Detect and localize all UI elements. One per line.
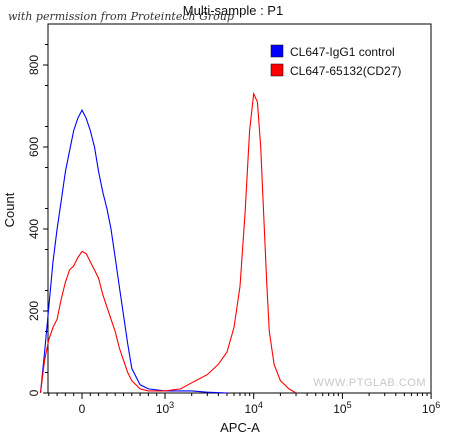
y-tick-label: 600: [27, 137, 41, 157]
legend-label-igg1-control: CL647-IgG1 control: [290, 45, 395, 59]
x-tick-label: 103: [156, 400, 174, 416]
y-axis-label: Count: [2, 192, 17, 227]
x-axis-label: APC-A: [220, 420, 260, 435]
plot-frame: [47, 23, 432, 394]
y-tick-label: 800: [27, 55, 41, 75]
legend: CL647-IgG1 control CL647-65132(CD27): [270, 44, 401, 78]
x-tick-label: 106: [422, 400, 440, 416]
watermark-top: with permission from Proteintech Group: [8, 10, 234, 23]
chart-title: Multi-sample : P1: [183, 3, 283, 18]
y-tick-label: 0: [27, 389, 41, 396]
y-tick-label: 400: [27, 219, 41, 239]
x-axis: 0 103 104 105 106: [48, 393, 440, 416]
series-layer: [39, 91, 297, 394]
series-line-cl647-igg1-control: [39, 108, 228, 394]
x-tick-label: 0: [79, 402, 86, 416]
y-axis: 0 200 400 600 800: [27, 44, 48, 396]
watermark-bottom: WWW.PTGLAB.COM: [313, 377, 426, 389]
x-tick-label: 105: [333, 400, 351, 416]
legend-swatch-igg1-control: [270, 44, 284, 58]
x-tick-label: 104: [245, 400, 263, 416]
legend-swatch-cd27: [270, 63, 284, 77]
legend-label-cd27: CL647-65132(CD27): [290, 64, 401, 78]
series-line-cl647-65132-cd27: [39, 91, 297, 394]
y-tick-label: 200: [27, 301, 41, 321]
